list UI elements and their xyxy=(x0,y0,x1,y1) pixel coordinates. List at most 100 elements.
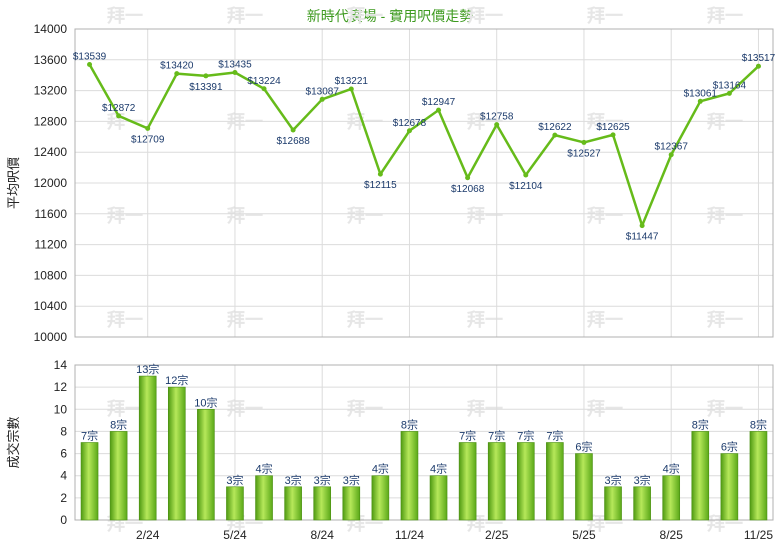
y-tick-label: 12800 xyxy=(34,114,68,128)
data-label: $13087 xyxy=(306,86,340,97)
volume-bar xyxy=(662,475,681,521)
watermark-text: 拜一 xyxy=(467,205,503,227)
volume-bar-panel: 0 2 4 6 8 10 12 14 2/24 5/24 8/24 11/24 2/25 5/25 8/25… xyxy=(6,358,774,542)
watermark-text: 拜一 xyxy=(347,309,383,331)
y-tick-label: 10 xyxy=(54,402,68,416)
x-tick-label: 5/24 xyxy=(223,528,247,542)
volume-bar xyxy=(516,442,535,521)
data-label: $13420 xyxy=(160,61,194,72)
data-point xyxy=(523,172,529,178)
volume-bar xyxy=(80,442,99,521)
bar-label: 13宗 xyxy=(136,362,159,376)
data-label: $13164 xyxy=(713,80,747,91)
data-label: $11447 xyxy=(626,232,659,243)
volume-bar xyxy=(429,475,448,521)
y-tick-label: 0 xyxy=(60,513,67,527)
volume-bar xyxy=(575,453,593,521)
data-point xyxy=(610,132,616,138)
volume-bar xyxy=(284,486,302,521)
data-label: $12872 xyxy=(102,103,136,114)
watermark-text: 拜一 xyxy=(347,111,383,133)
x-tick-label: 2/25 xyxy=(485,528,509,542)
bar-label: 8宗 xyxy=(692,417,709,431)
volume-bar xyxy=(255,475,273,521)
bar-label: 7宗 xyxy=(81,429,98,443)
bar-label: 7宗 xyxy=(517,429,534,443)
bar-label: 3宗 xyxy=(604,473,621,487)
data-label: $12758 xyxy=(480,112,514,123)
bar-label: 7宗 xyxy=(488,429,505,443)
bar-label: 6宗 xyxy=(721,440,738,454)
x-tick-label: 2/24 xyxy=(136,528,160,542)
watermark-text: 拜一 xyxy=(107,309,143,331)
watermark-text: 拜一 xyxy=(107,111,143,133)
watermark-text: 拜一 xyxy=(707,5,743,27)
data-label: $12625 xyxy=(596,122,630,133)
volume-bar xyxy=(342,486,361,521)
data-label: $12622 xyxy=(538,122,572,133)
plot-frame xyxy=(74,364,774,521)
data-point xyxy=(406,128,412,134)
volume-bar xyxy=(633,486,651,521)
data-label: $12115 xyxy=(364,180,397,191)
volume-bar xyxy=(691,431,710,521)
watermark-text: 拜一 xyxy=(707,111,743,133)
data-label: $13221 xyxy=(335,76,369,87)
volume-bar xyxy=(400,431,419,521)
bar-label: 8宗 xyxy=(401,417,418,431)
y-tick-label: 12 xyxy=(54,380,68,394)
bar-label: 4宗 xyxy=(255,462,272,476)
data-point xyxy=(232,70,238,76)
bar-label: 3宗 xyxy=(285,473,302,487)
volume-bar xyxy=(487,442,506,521)
watermark-text: 拜一 xyxy=(587,111,623,133)
data-label: $13061 xyxy=(684,88,718,99)
data-point xyxy=(726,90,732,96)
watermark-text: 拜一 xyxy=(107,5,143,27)
bar-label: 3宗 xyxy=(343,473,360,487)
data-point xyxy=(494,122,500,128)
watermark-text: 拜一 xyxy=(227,111,263,133)
data-label: $12068 xyxy=(451,184,485,195)
bar-label: 4宗 xyxy=(372,462,389,476)
data-point xyxy=(87,61,93,67)
volume-bar xyxy=(604,486,622,521)
volume-bar xyxy=(749,431,768,521)
bar-label: 12宗 xyxy=(165,373,188,387)
data-label: $12688 xyxy=(276,136,310,147)
x-tick-label: 8/25 xyxy=(660,528,684,542)
y-tick-label: 14000 xyxy=(34,22,68,36)
data-point xyxy=(174,71,180,77)
data-point xyxy=(639,223,645,229)
volume-bar xyxy=(720,453,739,521)
data-label: $13539 xyxy=(73,51,107,62)
bar-label: 3宗 xyxy=(314,473,331,487)
data-point xyxy=(552,132,558,138)
data-label: $13435 xyxy=(218,60,252,71)
data-point xyxy=(697,98,703,104)
y-tick-label: 2 xyxy=(60,491,67,505)
data-label: $12947 xyxy=(422,97,456,108)
bar-label: 7宗 xyxy=(459,429,476,443)
data-label: $12367 xyxy=(655,142,689,153)
bar-label: 6宗 xyxy=(575,440,592,454)
data-label: $12527 xyxy=(567,148,601,159)
data-point xyxy=(290,127,296,133)
bar-label: 7宗 xyxy=(546,429,563,443)
y-tick-label: 4 xyxy=(60,469,67,483)
data-point xyxy=(581,139,587,145)
y-tick-label: 13600 xyxy=(34,53,68,67)
bar-label: 3宗 xyxy=(226,473,243,487)
watermark-text: 拜一 xyxy=(227,309,263,331)
y-axis-label: 成交宗數 xyxy=(6,416,21,468)
plot-frame xyxy=(74,28,774,338)
watermark-text: 拜一 xyxy=(707,205,743,227)
volume-bar xyxy=(109,431,128,521)
bar-label: 3宗 xyxy=(634,473,651,487)
volume-bar xyxy=(546,442,564,521)
bar-label: 10宗 xyxy=(194,395,217,409)
data-point xyxy=(116,113,122,119)
y-tick-label: 12400 xyxy=(34,145,68,159)
data-point xyxy=(465,175,471,181)
